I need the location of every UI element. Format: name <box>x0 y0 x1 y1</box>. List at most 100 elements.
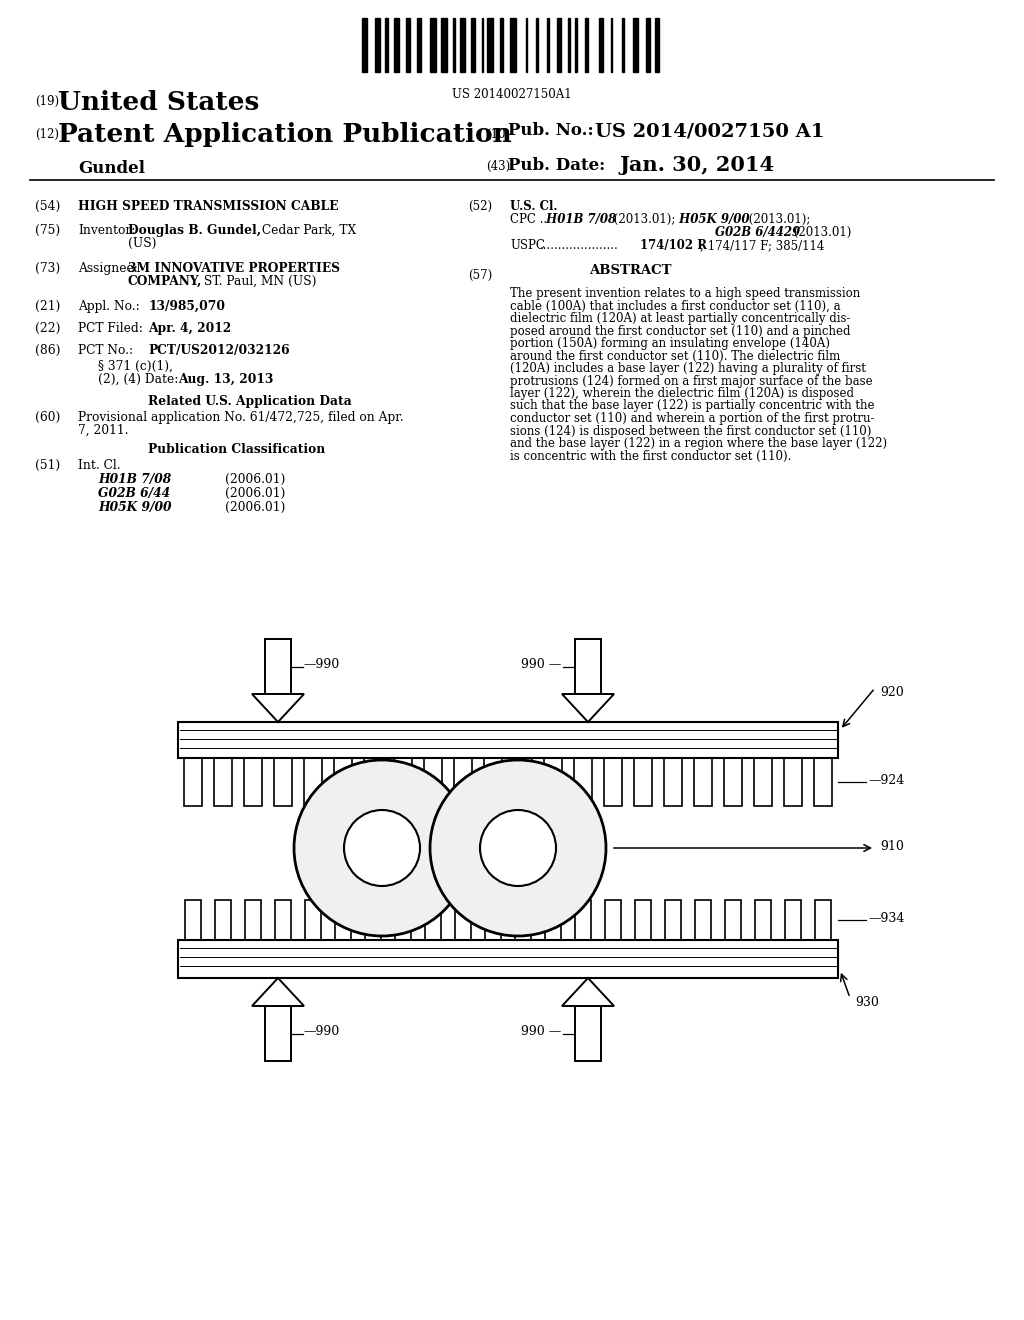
Text: 920: 920 <box>880 686 904 700</box>
Text: (51): (51) <box>35 459 60 473</box>
Text: (54): (54) <box>35 201 60 213</box>
Text: The present invention relates to a high speed transmission: The present invention relates to a high … <box>510 286 860 300</box>
Text: (19): (19) <box>35 95 59 108</box>
Text: United States: United States <box>58 90 259 115</box>
Text: (US): (US) <box>128 238 157 249</box>
Bar <box>265 1006 291 1061</box>
Bar <box>183 758 203 807</box>
Bar <box>725 900 741 940</box>
Text: Apr. 4, 2012: Apr. 4, 2012 <box>148 322 231 335</box>
Bar <box>362 18 367 73</box>
Text: Publication Classification: Publication Classification <box>148 444 326 455</box>
Bar <box>304 758 323 807</box>
Text: cable (100A) that includes a first conductor set (110), a: cable (100A) that includes a first condu… <box>510 300 841 313</box>
Bar <box>575 639 601 694</box>
Bar <box>424 758 442 807</box>
Text: Provisional application No. 61/472,725, filed on Apr.: Provisional application No. 61/472,725, … <box>78 411 403 424</box>
Bar <box>406 18 410 73</box>
Text: Douglas B. Gundel,: Douglas B. Gundel, <box>128 224 261 238</box>
Text: 174/102 R: 174/102 R <box>640 239 707 252</box>
Circle shape <box>430 760 606 936</box>
Bar <box>556 18 560 73</box>
Text: (52): (52) <box>468 201 493 213</box>
Text: ST. Paul, MN (US): ST. Paul, MN (US) <box>200 275 316 288</box>
Text: posed around the first conductor set (110) and a pinched: posed around the first conductor set (11… <box>510 325 851 338</box>
Bar <box>605 900 622 940</box>
Bar <box>585 18 588 73</box>
Bar <box>274 900 291 940</box>
Bar <box>634 758 652 807</box>
Text: Patent Application Publication: Patent Application Publication <box>58 121 512 147</box>
Text: COMPANY,: COMPANY, <box>128 275 203 288</box>
Text: —990: —990 <box>303 1026 339 1038</box>
Bar <box>454 758 472 807</box>
Bar <box>633 18 638 73</box>
Circle shape <box>344 810 420 886</box>
Text: such that the base layer (122) is partially concentric with the: such that the base layer (122) is partia… <box>510 400 874 412</box>
Bar <box>694 900 712 940</box>
Polygon shape <box>562 978 614 1006</box>
Text: (120A) includes a base layer (122) having a plurality of first: (120A) includes a base layer (122) havin… <box>510 362 866 375</box>
Bar <box>575 1006 601 1061</box>
Text: U.S. Cl.: U.S. Cl. <box>510 201 557 213</box>
Text: ; 174/117 F; 385/114: ; 174/117 F; 385/114 <box>700 239 824 252</box>
Bar <box>545 900 561 940</box>
Circle shape <box>480 810 556 886</box>
Text: (86): (86) <box>35 345 60 356</box>
Bar <box>514 758 532 807</box>
Bar <box>755 900 771 940</box>
Bar <box>214 758 232 807</box>
Bar <box>483 758 503 807</box>
Bar <box>568 18 570 73</box>
Bar <box>364 758 382 807</box>
Bar <box>575 18 577 73</box>
Text: G02B 6/4429: G02B 6/4429 <box>715 226 800 239</box>
Bar <box>664 758 682 807</box>
Bar <box>604 758 623 807</box>
Bar <box>393 18 398 73</box>
Bar <box>510 18 515 73</box>
Bar <box>487 18 493 73</box>
Text: sions (124) is disposed between the first conductor set (110): sions (124) is disposed between the firs… <box>510 425 871 437</box>
Text: PCT Filed:: PCT Filed: <box>78 322 143 335</box>
Text: US 2014/0027150 A1: US 2014/0027150 A1 <box>595 121 824 140</box>
Polygon shape <box>562 694 614 722</box>
Bar <box>453 18 455 73</box>
Text: (73): (73) <box>35 261 60 275</box>
Bar <box>384 18 387 73</box>
Text: Jan. 30, 2014: Jan. 30, 2014 <box>620 154 775 176</box>
Text: Int. Cl.: Int. Cl. <box>78 459 121 473</box>
Text: Related U.S. Application Data: Related U.S. Application Data <box>148 395 352 408</box>
Bar <box>515 900 531 940</box>
Bar <box>394 900 412 940</box>
Text: dielectric film (120A) at least partially concentrically dis-: dielectric film (120A) at least partiall… <box>510 312 851 325</box>
Bar <box>544 758 562 807</box>
Bar <box>184 900 202 940</box>
Text: portion (150A) forming an insulating envelope (140A): portion (150A) forming an insulating env… <box>510 337 830 350</box>
Bar <box>693 758 713 807</box>
Text: (60): (60) <box>35 411 60 424</box>
Bar <box>481 18 483 73</box>
Text: USPC: USPC <box>510 239 545 252</box>
Bar <box>425 900 441 940</box>
Bar <box>573 758 592 807</box>
Bar <box>335 900 351 940</box>
Text: 910: 910 <box>880 840 904 853</box>
Bar <box>471 18 475 73</box>
Bar <box>244 758 262 807</box>
Bar <box>500 18 503 73</box>
Text: (21): (21) <box>35 300 60 313</box>
Text: 13/985,070: 13/985,070 <box>148 300 225 313</box>
Bar <box>574 900 591 940</box>
Text: —934: —934 <box>868 912 904 924</box>
Text: ABSTRACT: ABSTRACT <box>589 264 672 277</box>
Text: (2006.01): (2006.01) <box>225 502 286 513</box>
Text: (57): (57) <box>468 269 493 282</box>
Bar <box>754 758 772 807</box>
Text: Gundel: Gundel <box>78 160 145 177</box>
Bar <box>815 900 831 940</box>
Bar <box>814 758 833 807</box>
Bar <box>665 900 681 940</box>
Text: Inventor:: Inventor: <box>78 224 135 238</box>
Text: HIGH SPEED TRANSMISSION CABLE: HIGH SPEED TRANSMISSION CABLE <box>78 201 339 213</box>
